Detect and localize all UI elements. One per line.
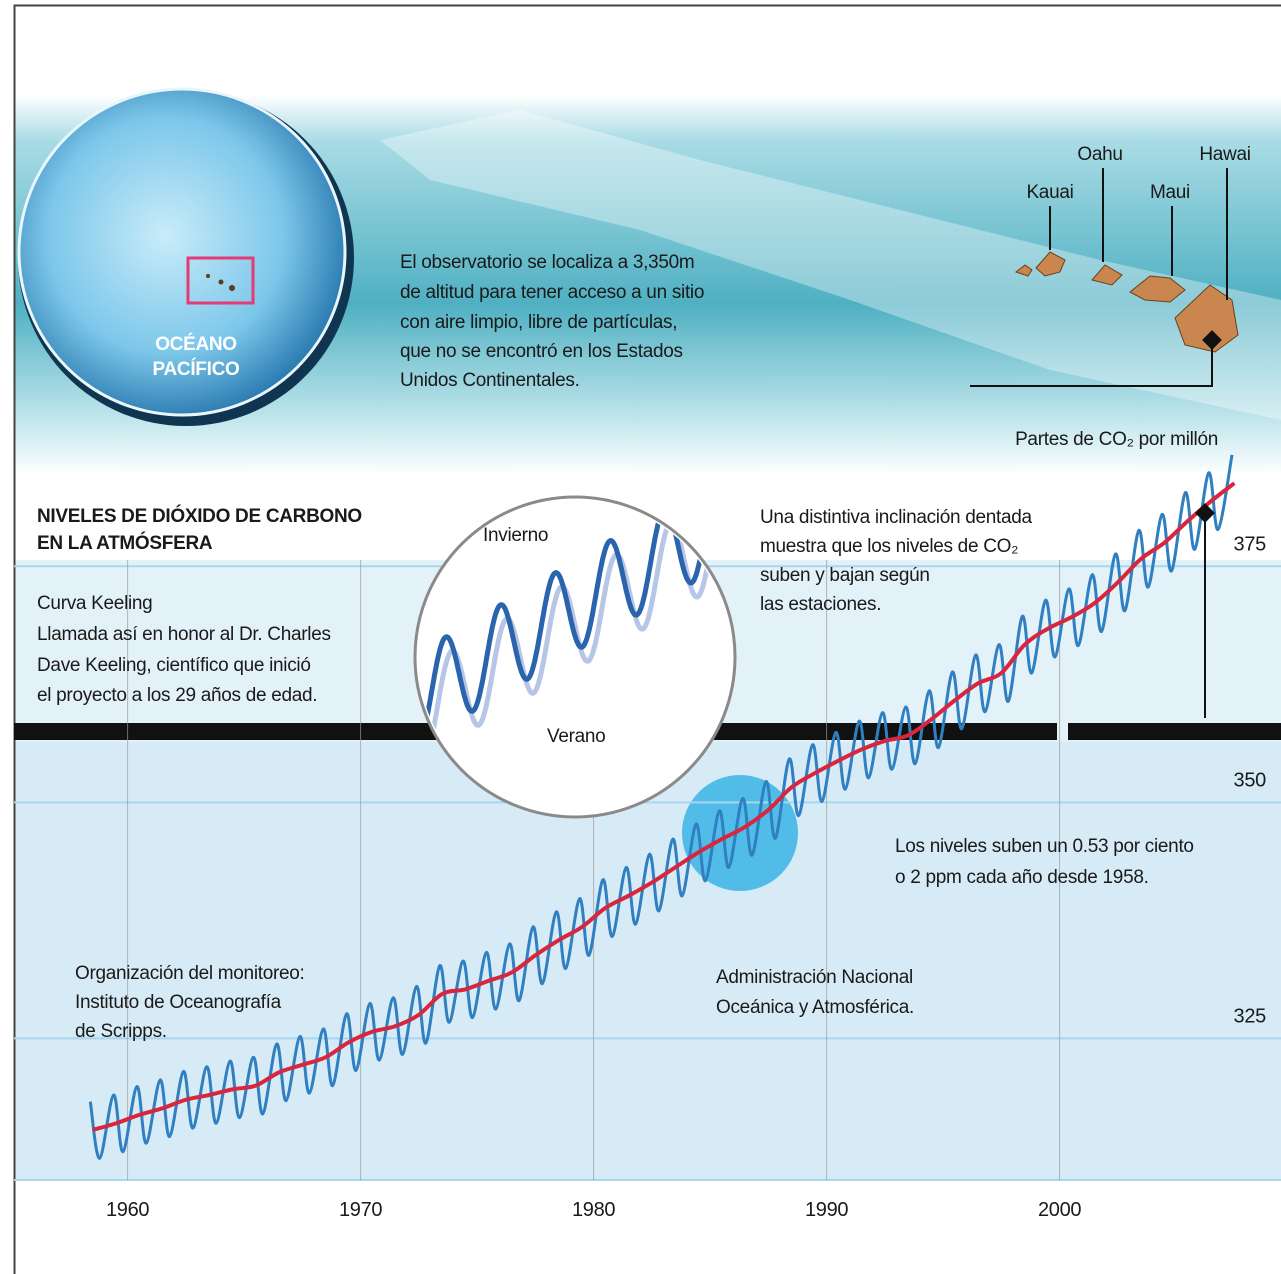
annotation: las estaciones. — [760, 594, 881, 615]
divider-bar — [1068, 723, 1281, 740]
island-dot — [218, 279, 224, 285]
annotation: el proyecto a los 29 años de edad. — [37, 685, 317, 706]
annotation: de Scripps. — [75, 1021, 167, 1042]
x-tick-label: 1990 — [805, 1199, 848, 1221]
annotation: Oceánica y Atmosférica. — [716, 997, 914, 1018]
annotation: muestra que los niveles de CO₂ — [760, 536, 1018, 557]
note: con aire limpio, libre de partículas, — [400, 312, 677, 333]
island — [1129, 275, 1186, 303]
island — [1174, 284, 1239, 353]
x-tick-label: 1980 — [572, 1199, 615, 1221]
chart-title: EN LA ATMÓSFERA — [37, 532, 213, 554]
island — [1035, 251, 1066, 277]
y-tick-label: 375 — [1234, 533, 1267, 555]
locator-box — [186, 256, 255, 305]
x-tick-label: 2000 — [1038, 1199, 1081, 1221]
annotation: Administración Nacional — [716, 967, 913, 988]
leader-line — [970, 340, 1213, 387]
x-tick-label: 1970 — [339, 1199, 382, 1221]
island-label: Oahu — [1077, 144, 1122, 165]
chart-title: NIVELES DE DIÓXIDO DE CARBONO — [37, 505, 362, 527]
note: que no se encontró en los Estados — [400, 341, 683, 362]
note: de altitud para tener acceso a un sitio — [400, 282, 704, 303]
y-tick-label: 350 — [1234, 769, 1267, 791]
annotation: Instituto de Oceanografía — [75, 992, 282, 1013]
globe — [17, 87, 347, 417]
observatory-marker — [1202, 330, 1222, 350]
annotation: Curva Keeling — [37, 593, 152, 614]
ocean-label: OCÉANO — [155, 333, 237, 355]
inset-label: Verano — [547, 726, 605, 747]
island — [1091, 264, 1123, 286]
data-line — [92, 481, 1236, 1132]
frame — [13, 4, 1281, 1274]
annotation: o 2 ppm cada año desde 1958. — [895, 867, 1149, 888]
plot-background-lower — [14, 742, 1281, 1180]
annotation: suben y bajan según — [760, 565, 930, 586]
island-label: Kauai — [1026, 182, 1073, 203]
annotation: Una distintiva inclinación dentada — [760, 507, 1033, 528]
annotation: Los niveles suben un 0.53 por ciento — [895, 836, 1194, 857]
annotation: Dave Keeling, científico que inició — [37, 655, 311, 676]
inset-label: Invierno — [483, 525, 548, 546]
ocean-label: PACÍFICO — [153, 358, 240, 380]
island-dot — [206, 274, 210, 278]
observatory-marker — [1195, 503, 1215, 523]
island-label: Maui — [1150, 182, 1190, 203]
island-label: Hawai — [1199, 144, 1250, 165]
inset-circle — [413, 495, 737, 819]
annotation: Llamada así en honor al Dr. Charles — [37, 624, 331, 645]
note: El observatorio se localiza a 3,350m — [400, 252, 694, 273]
x-tick-label: 1960 — [106, 1199, 149, 1221]
island — [1014, 264, 1033, 277]
island-dot — [229, 285, 235, 291]
y-axis-label: Partes de CO₂ por millón — [1015, 429, 1218, 450]
note: Unidos Continentales. — [400, 370, 580, 391]
inset-wave — [418, 505, 708, 746]
annotation: Organización del monitoreo: — [75, 963, 305, 984]
y-tick-label: 325 — [1234, 1005, 1267, 1027]
island-chain — [380, 110, 1281, 420]
inset-detail — [418, 505, 714, 760]
plot: 325 350 375 1960 1970 1980 1990 2000 — [14, 454, 1281, 1221]
